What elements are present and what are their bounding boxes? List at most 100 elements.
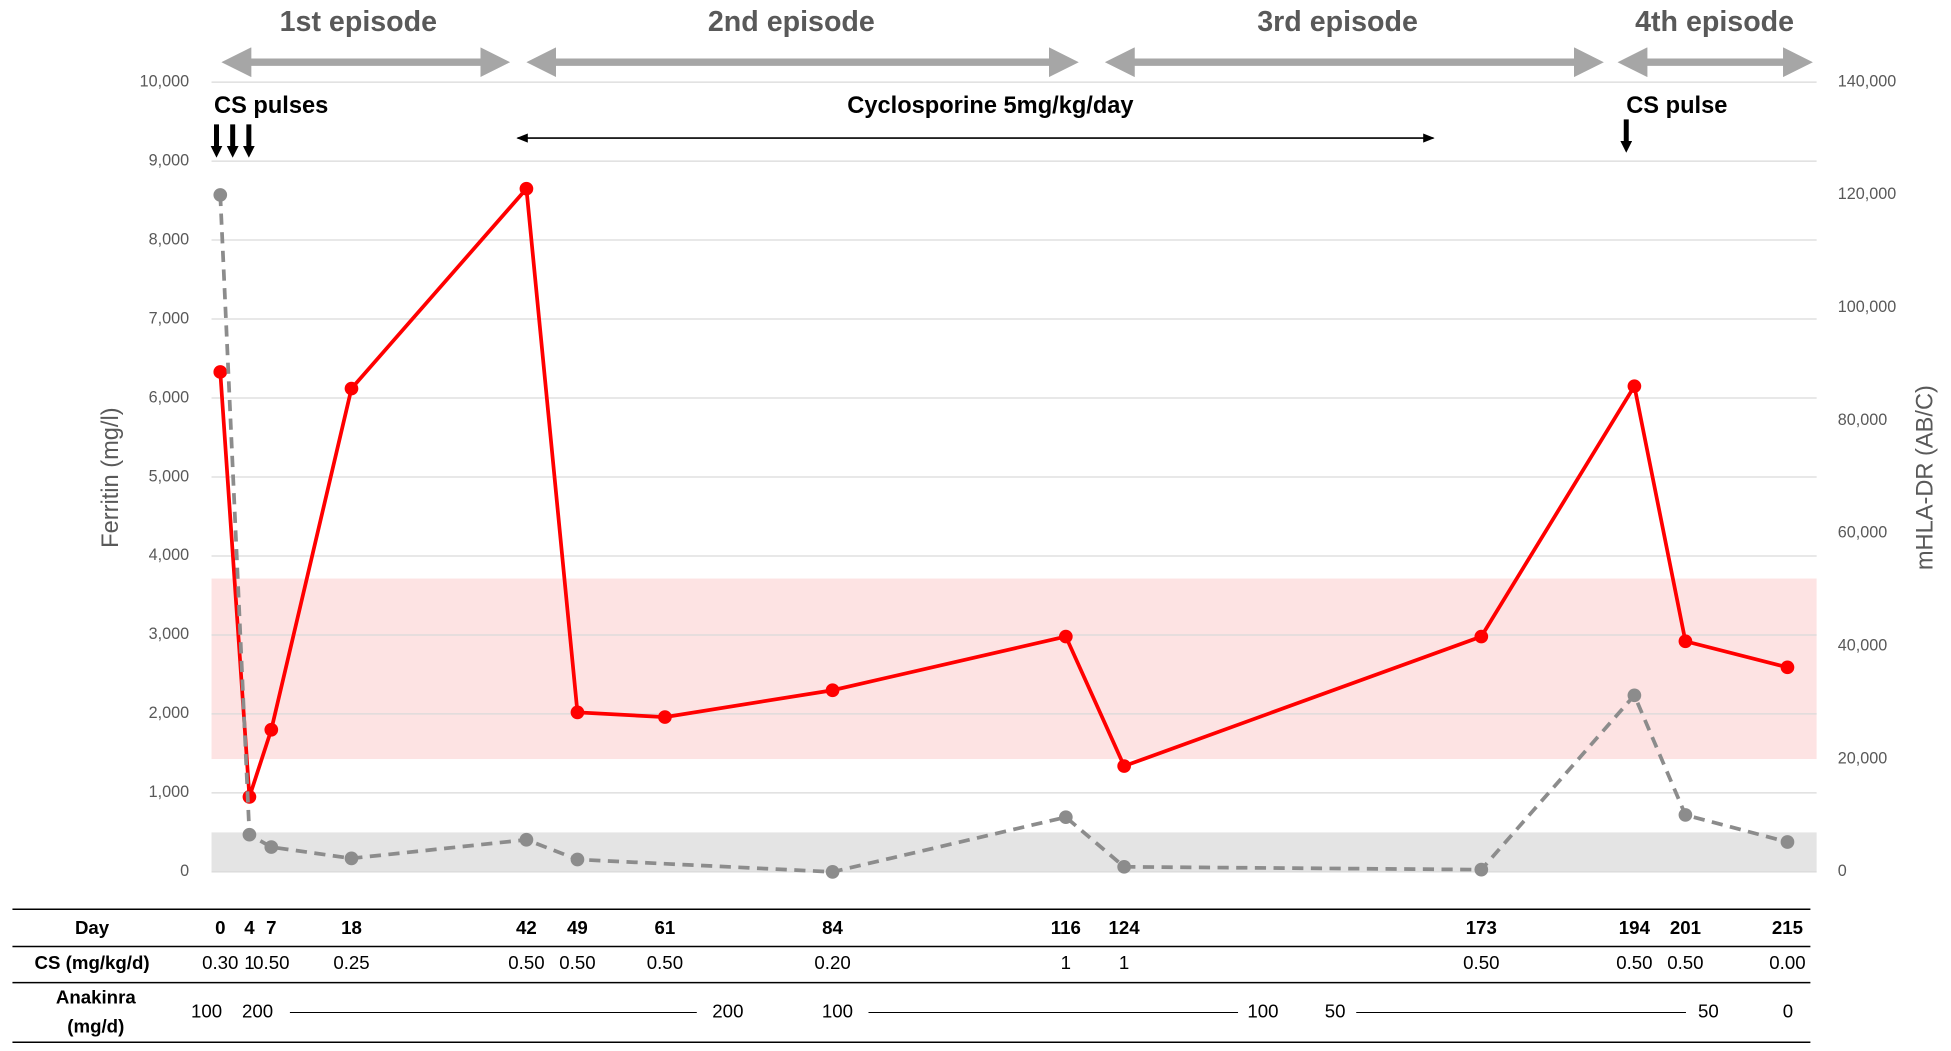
data-point	[1117, 859, 1131, 874]
cs-dose: 0.25	[333, 952, 369, 973]
x-tick-label: 116	[1051, 917, 1081, 938]
anakinra-dose: 0	[1783, 1000, 1793, 1021]
cs-dose: 0.30	[202, 952, 238, 973]
annotation: CS pulse	[1626, 93, 1727, 119]
cs-dose: 0.50	[1616, 952, 1652, 973]
data-point	[519, 181, 534, 196]
y2-tick-label: 20,000	[1838, 749, 1887, 767]
y2-tick-label: 100,000	[1838, 298, 1896, 316]
y2-tick-label: 120,000	[1838, 185, 1896, 203]
data-point	[1678, 634, 1693, 649]
data-point	[1117, 759, 1131, 773]
x-tick-label: 194	[1619, 917, 1651, 938]
data-point	[825, 865, 840, 879]
anakinra-dose: 100	[822, 1000, 853, 1021]
pulse-arrows	[210, 119, 1633, 158]
data-point	[1474, 862, 1489, 877]
anakinra-dose: 50	[1325, 1000, 1346, 1021]
data-point	[658, 710, 672, 724]
x-tick-label: 18	[341, 917, 362, 938]
cs-dose: 0.00	[1769, 952, 1805, 973]
data-point	[242, 827, 257, 842]
y2-tick-label: 80,000	[1838, 411, 1887, 429]
annotation: Cyclosporine 5mg/kg/day	[847, 93, 1134, 119]
cs-dose: 0.50	[647, 952, 683, 973]
cs-dose: 1	[1119, 952, 1129, 973]
episode-label: 3rd episode	[1257, 6, 1418, 38]
y2-tick-label: 0	[1838, 862, 1847, 880]
episode-label: 2nd episode	[708, 6, 875, 38]
y-tick-label: 10,000	[140, 72, 189, 90]
y-tick-label: 3,000	[149, 625, 189, 643]
reference-band	[211, 578, 1817, 760]
episode-label: 1st episode	[280, 6, 437, 38]
y-tick-label: 8,000	[149, 230, 189, 248]
x-tick-label: 215	[1772, 917, 1803, 938]
row-label: Anakinra	[56, 987, 136, 1008]
y-tick-label: 2,000	[149, 704, 189, 722]
anakinra-dose: 100	[191, 1000, 222, 1021]
bands	[211, 578, 1817, 872]
data-point	[213, 365, 228, 379]
x-tick-label: 7	[266, 917, 276, 938]
anakinra-dose: 200	[712, 1000, 743, 1021]
anakinra-dose: 200	[242, 1000, 273, 1021]
x-tick-label: 4	[244, 917, 255, 938]
annotation: CS pulses	[214, 93, 328, 119]
cs-dose: 0.50	[1463, 952, 1499, 973]
data-point	[825, 683, 840, 698]
data-point	[264, 722, 279, 737]
row-label: (mg/d)	[67, 1015, 124, 1036]
row-label: Day	[75, 917, 110, 938]
y2-tick-label: 60,000	[1838, 524, 1887, 542]
episode-label: 4th episode	[1635, 6, 1794, 38]
cs-dose: 0.20	[814, 952, 850, 973]
x-tick-label: 0	[215, 917, 225, 938]
data-point	[1780, 660, 1795, 675]
y-axis-label: Ferritin (mg/l)	[98, 407, 124, 547]
cs-dose: 0.50	[253, 952, 289, 973]
anakinra-dose: 100	[1247, 1000, 1278, 1021]
data-point	[344, 851, 359, 866]
x-tick-label: 49	[567, 917, 588, 938]
x-tick-label: 173	[1466, 917, 1497, 938]
cs-dose: 1	[244, 952, 254, 973]
cs-dose: 0.50	[559, 952, 595, 973]
y-tick-label: 7,000	[149, 309, 189, 327]
y-tick-label: 5,000	[149, 467, 189, 485]
data-point	[1627, 688, 1642, 703]
series-line	[218, 194, 1788, 874]
data-point	[264, 840, 279, 854]
cs-dose: 1	[1061, 952, 1071, 973]
y-tick-label: 6,000	[149, 388, 189, 406]
grid	[211, 81, 1817, 873]
reference-band	[211, 832, 1817, 872]
y-tick-label: 0	[180, 862, 189, 880]
y2-axis-label: mHLA-DR (AB/C)	[1912, 385, 1938, 570]
anakinra-dose: 50	[1698, 1000, 1719, 1021]
data-point	[570, 852, 585, 867]
y2-tick-label: 140,000	[1838, 72, 1896, 90]
data-point	[1474, 629, 1489, 644]
y-tick-label: 1,000	[149, 783, 189, 801]
cs-dose: 0.50	[508, 952, 544, 973]
x-tick-label: 61	[655, 917, 676, 938]
cs-dose: 0.50	[1667, 952, 1703, 973]
data-point	[344, 381, 359, 396]
x-tick-label: 84	[822, 917, 843, 938]
x-tick-label: 201	[1670, 917, 1701, 938]
plot	[213, 181, 1795, 879]
data-point	[1058, 629, 1073, 644]
table-rules	[12, 908, 1811, 1044]
data-point	[519, 832, 534, 847]
data-point	[570, 705, 585, 720]
x-tick-label: 124	[1109, 917, 1141, 938]
row-label: CS (mg/kg/d)	[35, 952, 150, 973]
series-line	[218, 184, 1788, 798]
y-tick-label: 9,000	[149, 151, 189, 169]
data-point	[1627, 379, 1642, 394]
data-point	[1678, 808, 1693, 822]
data-point	[1058, 810, 1073, 825]
